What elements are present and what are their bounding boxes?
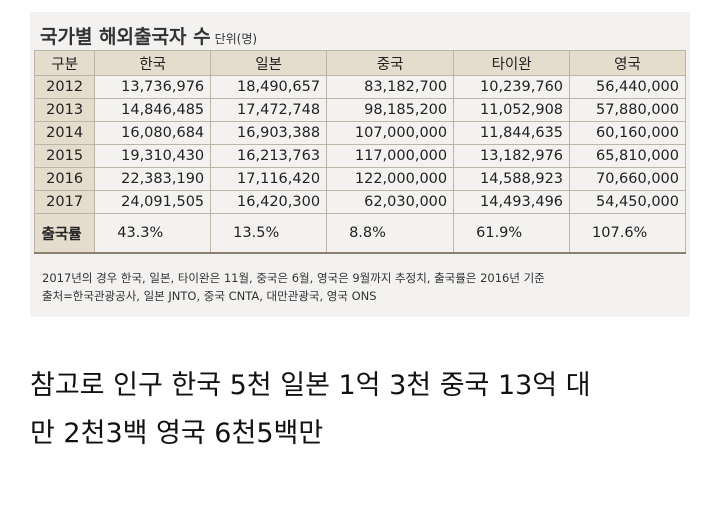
cell: 14,588,923 [453,167,571,191]
column-header: 타이완 [453,50,571,76]
cell: 122,000,000 [326,167,455,191]
cell: 14,846,485 [94,98,212,122]
cell: 57,880,000 [569,98,686,122]
row-header: 2014 [33,121,96,145]
column-header: 한국 [94,50,212,76]
table-row: 출국률 43.3% 13.5% 8.8% 61.9% 107.6% [33,213,686,254]
cell: 83,182,700 [326,75,455,99]
cell: 17,116,420 [210,167,328,191]
cell: 61.9% [453,213,571,254]
unit: 단위(명) [214,32,258,46]
row-header: 2012 [33,75,96,99]
cell: 13,736,976 [94,75,212,99]
cell: 16,420,300 [210,190,328,214]
table-row: 2017 24,091,505 16,420,300 62,030,000 14,493… [33,190,686,214]
header-row: 구분 한국 일본 중국 타이완 영국 [33,50,686,76]
row-header: 2013 [33,98,96,122]
table-row: 2012 13,736,976 18,490,657 83,182,700 10,239… [33,75,686,99]
row-header: 2015 [33,144,96,168]
cell: 98,185,200 [326,98,455,122]
cell: 13.5% [210,213,328,254]
table-row: 2015 19,310,430 16,213,763 117,000,000 13,18… [33,144,686,168]
cell: 22,383,190 [94,167,212,191]
cell: 16,903,388 [210,121,328,145]
column-header: 중국 [326,50,455,76]
news-clipping: 국가별 해외출국자 수 단위(명) 구분 한국 일본 중국 타이완 영국 2012 13,736… [30,12,690,317]
cell: 54,450,000 [569,190,686,214]
cell: 14,493,496 [453,190,571,214]
cell: 70,660,000 [569,167,686,191]
column-header: 일본 [210,50,328,76]
data-table: 구분 한국 일본 중국 타이완 영국 2012 13,736,976 18,490,657 83,… [33,50,686,254]
cell: 117,000,000 [326,144,455,168]
column-header: 영국 [569,50,686,76]
cell: 107.6% [569,213,686,254]
cell: 11,052,908 [453,98,571,122]
cell: 62,030,000 [326,190,455,214]
caption-line: 참고로 인구 한국 5천 일본 1억 3천 중국 13억 대 [30,370,591,401]
cell: 43.3% [94,213,212,254]
table-row: 2013 14,846,485 17,472,748 98,185,200 11,052… [33,98,686,122]
cell: 10,239,760 [453,75,571,99]
cell: 11,844,635 [453,121,571,145]
row-header: 2017 [33,190,96,214]
title: 국가별 해외출국자 수 [40,26,211,48]
cell: 107,000,000 [326,121,455,145]
cell: 60,160,000 [569,121,686,145]
column-header: 구분 [33,50,96,76]
cell: 13,182,976 [453,144,571,168]
cell: 17,472,748 [210,98,328,122]
caption-line: 만 2천3백 영국 6천5백만 [30,418,324,449]
cell: 8.8% [326,213,455,254]
notes: 2017년의 경우 한국, 일본, 타이완은 11월, 중국은 6월, 영국은 … [42,269,545,305]
cell: 18,490,657 [210,75,328,99]
row-header: 출국률 [33,213,96,254]
note: 2017년의 경우 한국, 일본, 타이완은 11월, 중국은 6월, 영국은 … [42,271,545,285]
cell: 24,091,505 [94,190,212,214]
row-header: 2016 [33,167,96,191]
cell: 16,080,684 [94,121,212,145]
table-row: 2016 22,383,190 17,116,420 122,000,000 14,58… [33,167,686,191]
cell: 56,440,000 [569,75,686,99]
note: 출처=한국관광공사, 일본 JNTO, 중국 CNTA, 대만관광국, 영국 O… [42,289,377,303]
cell: 16,213,763 [210,144,328,168]
table-row: 2014 16,080,684 16,903,388 107,000,000 11,84… [33,121,686,145]
cell: 65,810,000 [569,144,686,168]
cell: 19,310,430 [94,144,212,168]
title-line: 국가별 해외출국자 수 단위(명) [40,22,257,49]
